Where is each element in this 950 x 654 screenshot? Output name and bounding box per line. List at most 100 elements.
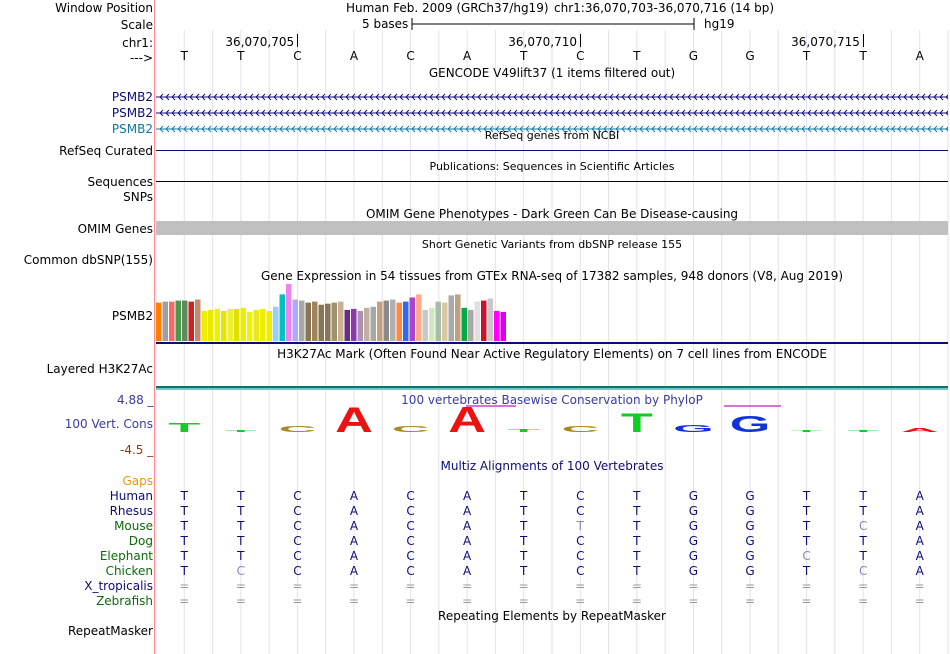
aligned-base: C <box>576 534 585 548</box>
aligned-base: A <box>349 534 359 548</box>
aligned-base: T <box>633 534 641 548</box>
aligned-base: C <box>576 489 585 503</box>
h3k27ac-label[interactable]: Layered H3K27Ac <box>46 362 153 376</box>
gtex-bar <box>253 309 259 341</box>
phylop-ymax: 4.88 _ <box>117 393 154 407</box>
refseq-gene-line[interactable] <box>156 150 948 151</box>
refseq-title: RefSeq genes from NCBI <box>484 129 620 142</box>
gencode-transcript[interactable] <box>156 124 948 134</box>
aligned-base: A <box>463 549 472 563</box>
phylop-letter: T <box>847 429 879 432</box>
species-label[interactable]: Dog <box>128 534 153 548</box>
aligned-base: T <box>802 534 811 548</box>
species-label[interactable]: X_tropicalis <box>84 579 153 593</box>
gtex-bar-chart[interactable] <box>156 284 948 346</box>
dbsnp-title: Short Genetic Variants from dbSNP releas… <box>421 238 683 251</box>
omim-title: OMIM Gene Phenotypes - Dark Green Can Be… <box>365 207 739 221</box>
h3k27ac-signal-line[interactable] <box>156 386 948 388</box>
species-label[interactable]: Mouse <box>114 519 153 533</box>
reference-base: T <box>633 49 641 63</box>
chrom-label[interactable]: chr1: <box>122 36 153 50</box>
omim-feature[interactable] <box>156 221 948 235</box>
phylop-letter: T <box>225 429 257 432</box>
aligned-base: T <box>237 489 245 503</box>
h3k27ac-signal-line-2[interactable] <box>156 388 948 390</box>
aligned-base: T <box>520 504 528 518</box>
aligned-base: = <box>858 579 869 593</box>
reference-base: G <box>688 49 699 63</box>
aligned-base: = <box>405 579 416 593</box>
aligned-base: = <box>348 579 360 593</box>
ruler-tick-label: 36,070,710 <box>508 35 577 49</box>
aligned-base: C <box>406 489 415 503</box>
species-label[interactable]: Human <box>109 489 153 503</box>
scale-label[interactable]: Scale <box>120 18 153 32</box>
ruler-tick <box>297 34 299 47</box>
sequences-label[interactable]: Sequences <box>87 175 153 189</box>
aligned-base: A <box>915 519 924 533</box>
gtex-bar <box>338 301 344 341</box>
aligned-base: C <box>576 564 585 578</box>
aligned-base: = <box>575 579 586 593</box>
gtex-bar <box>455 294 461 341</box>
aligned-base: T <box>520 489 528 503</box>
gencode-transcript[interactable] <box>156 92 948 102</box>
gtex-bar <box>195 299 201 341</box>
reference-base: T <box>859 49 867 63</box>
gtex-bar <box>403 301 409 341</box>
window-position-label[interactable]: Window Position <box>55 1 153 15</box>
aligned-base: T <box>859 489 867 503</box>
gtex-bar <box>279 294 285 341</box>
h3k27ac-title: H3K27Ac Mark (Often Found Near Active Re… <box>277 347 827 361</box>
aligned-base: T <box>576 519 584 533</box>
gencode-item-label[interactable]: PSMB2 <box>111 90 153 104</box>
gtex-bar <box>240 307 246 341</box>
gtex-bar <box>429 307 435 341</box>
aligned-base: T <box>237 504 245 518</box>
aligned-base: G <box>688 549 699 563</box>
gtex-label[interactable]: PSMB2 <box>111 309 153 323</box>
scale-db: hg19 <box>704 17 735 31</box>
aligned-base: = <box>179 579 190 593</box>
gencode-item-label[interactable]: PSMB2 <box>111 106 153 120</box>
repeatmasker-label[interactable]: RepeatMasker <box>67 624 153 638</box>
refseq-label[interactable]: RefSeq Curated <box>59 144 153 158</box>
scale-bases: 5 bases <box>362 17 409 31</box>
aligned-base: A <box>463 564 472 578</box>
aligned-base: = <box>914 594 925 608</box>
species-label[interactable]: Zebrafish <box>96 594 153 608</box>
publications-line[interactable] <box>156 181 948 182</box>
aligned-base: T <box>633 519 641 533</box>
snps-label[interactable]: SNPs <box>123 190 153 204</box>
dbsnp-label[interactable]: Common dbSNP(155) <box>23 253 153 267</box>
gtex-bar <box>487 298 493 341</box>
aligned-base: A <box>349 549 359 563</box>
aligned-base: = <box>292 594 303 608</box>
aligned-base: = <box>631 594 642 608</box>
gtex-bar <box>448 295 454 341</box>
aligned-base: C <box>858 564 868 578</box>
species-label[interactable]: Rhesus <box>109 504 153 518</box>
gaps-label: Gaps <box>122 474 153 488</box>
species-alignment-row: = = = = = = = = = = = = = = <box>156 579 948 593</box>
phylop-letter: T <box>508 428 540 433</box>
aligned-base: C <box>406 564 415 578</box>
aligned-base: C <box>406 504 415 518</box>
aligned-base: = <box>914 579 925 593</box>
aligned-base: T <box>859 504 867 518</box>
aligned-base: = <box>801 579 812 593</box>
omim-label[interactable]: OMIM Genes <box>77 222 153 236</box>
species-label[interactable]: Elephant <box>99 549 153 563</box>
gtex-bar <box>305 302 311 341</box>
aligned-base: T <box>520 519 528 533</box>
reference-base: C <box>406 49 415 63</box>
gencode-item-label[interactable]: PSMB2 <box>111 122 153 136</box>
gencode-transcript[interactable] <box>156 108 948 118</box>
phylop-label[interactable]: 100 Vert. Cons <box>64 417 153 431</box>
species-label[interactable]: Chicken <box>105 564 153 578</box>
ruler-tick <box>580 34 582 47</box>
multiz-title: Multiz Alignments of 100 Vertebrates <box>440 459 664 473</box>
